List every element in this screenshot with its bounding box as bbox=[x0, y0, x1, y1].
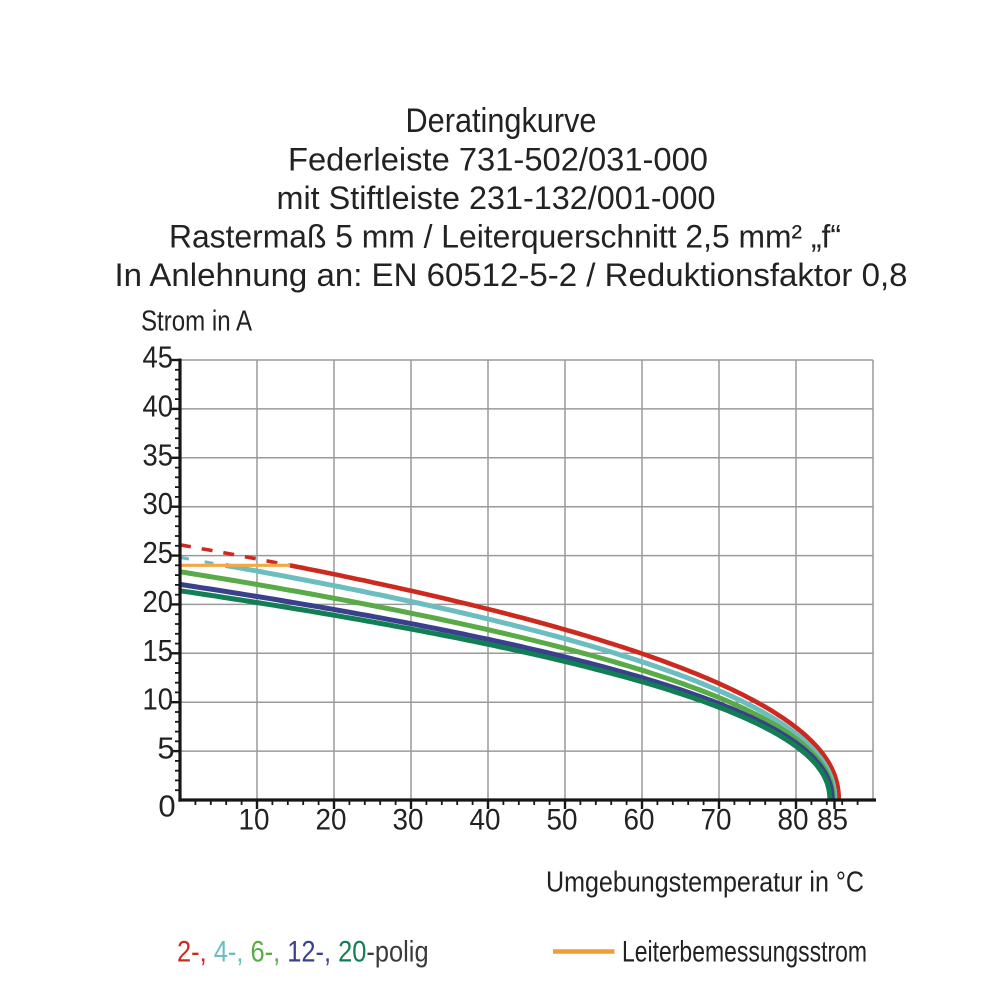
svg-text:15: 15 bbox=[142, 633, 173, 668]
svg-text:30: 30 bbox=[393, 804, 424, 837]
svg-text:50: 50 bbox=[547, 804, 578, 837]
svg-text:Rastermaß 5 mm / Leiterquersch: Rastermaß 5 mm / Leiterquerschnitt 2,5 m… bbox=[169, 219, 841, 255]
svg-text:30: 30 bbox=[142, 486, 173, 521]
svg-text:20: 20 bbox=[142, 584, 173, 619]
svg-text:35: 35 bbox=[142, 437, 173, 472]
svg-text:10: 10 bbox=[142, 682, 173, 717]
svg-text:70: 70 bbox=[701, 804, 732, 837]
svg-text:5: 5 bbox=[157, 731, 174, 766]
svg-text:10: 10 bbox=[239, 804, 270, 837]
svg-text:60: 60 bbox=[624, 804, 655, 837]
svg-text:40: 40 bbox=[470, 804, 501, 837]
svg-text:In Anlehnung an: EN 60512-5-2: In Anlehnung an: EN 60512-5-2 / Reduktio… bbox=[115, 257, 908, 293]
svg-text:Deratingkurve: Deratingkurve bbox=[406, 102, 597, 140]
svg-text:mit Stiftleiste 231-132/001-00: mit Stiftleiste 231-132/001-000 bbox=[277, 180, 716, 216]
svg-text:80: 80 bbox=[778, 804, 809, 837]
svg-text:2-, 4-, 6-, 12-, 20-polig: 2-, 4-, 6-, 12-, 20-polig bbox=[177, 935, 429, 968]
svg-text:45: 45 bbox=[142, 340, 173, 375]
svg-text:40: 40 bbox=[142, 388, 173, 423]
svg-text:0: 0 bbox=[158, 789, 175, 824]
svg-text:Leiterbemessungsstrom: Leiterbemessungsstrom bbox=[622, 936, 867, 969]
svg-text:20: 20 bbox=[316, 804, 347, 837]
svg-text:Federleiste 731-502/031-000: Federleiste 731-502/031-000 bbox=[288, 142, 708, 178]
svg-text:Strom in A: Strom in A bbox=[141, 306, 253, 338]
svg-text:Umgebungstemperatur in °C: Umgebungstemperatur in °C bbox=[546, 867, 864, 899]
svg-text:25: 25 bbox=[142, 535, 173, 570]
svg-text:85: 85 bbox=[817, 804, 848, 837]
